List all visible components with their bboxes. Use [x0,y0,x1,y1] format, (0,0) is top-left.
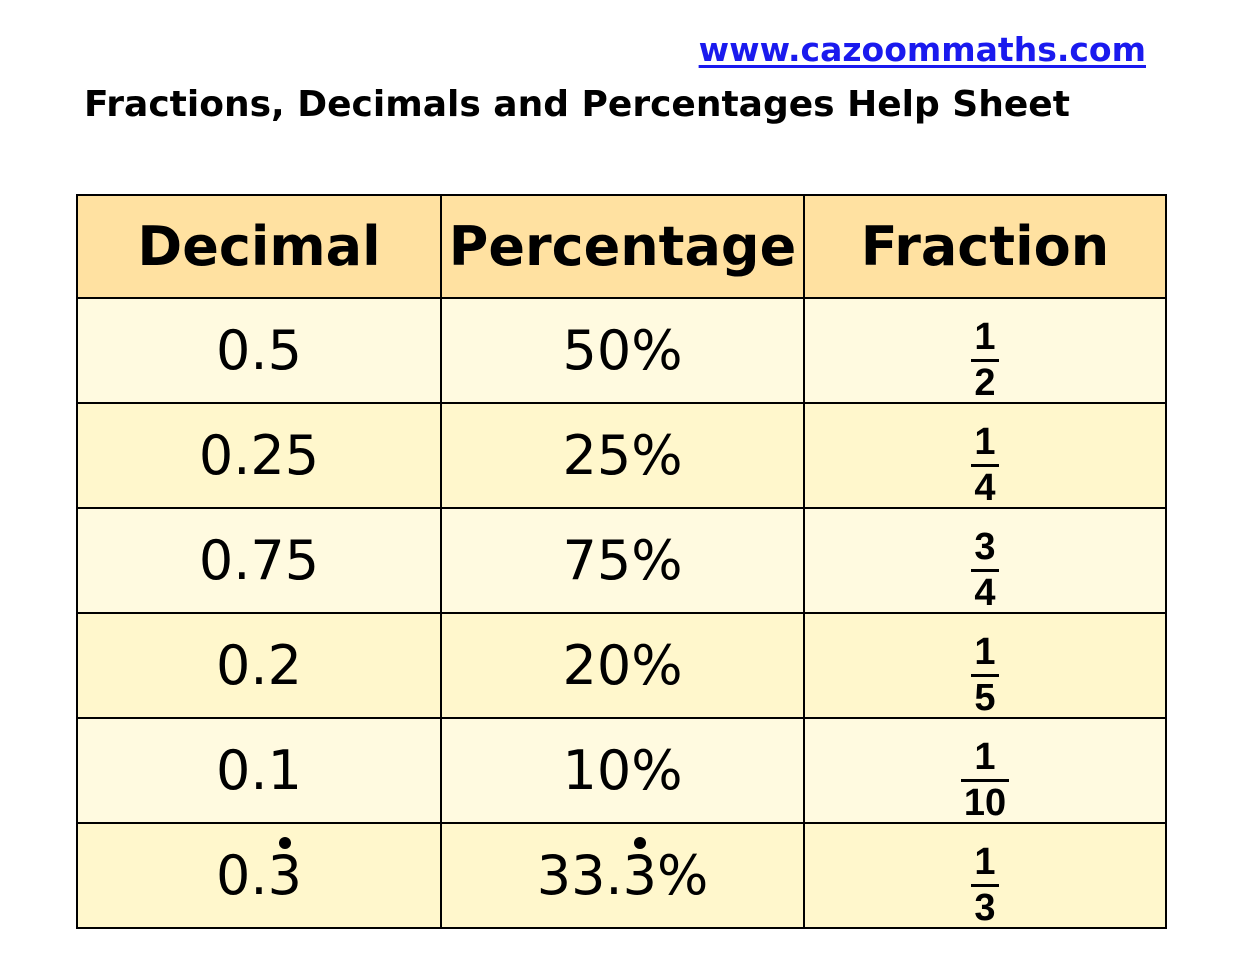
table-row: 0.75 75% 3 4 [76,507,1167,614]
fraction: 3 4 [971,526,999,614]
table-row: 0.5 50% 1 2 [76,297,1167,404]
column-header-decimal: Decimal [76,194,442,299]
fraction-numerator: 1 [974,316,996,358]
recurring-dot [278,837,291,849]
website-link[interactable]: www.cazoommaths.com [698,30,1146,69]
fraction-cell: 1 3 [803,822,1167,929]
table-header-row: Decimal Percentage Fraction [76,194,1167,299]
percentage-whole-part: 33. [536,844,623,907]
decimal-cell: 0.5 [76,297,442,404]
conversion-table: Decimal Percentage Fraction 0.5 50% 1 2 … [76,194,1167,929]
percentage-cell: 20% [440,612,805,719]
fraction-numerator: 3 [974,526,996,568]
fraction-bar [971,674,999,677]
decimal-cell: 0.1 [76,717,442,824]
fraction-denominator: 4 [974,467,996,509]
fraction-cell: 1 5 [803,612,1167,719]
fraction-denominator: 5 [974,677,996,719]
table-row: 0.2 20% 1 5 [76,612,1167,719]
fraction-cell: 3 4 [803,507,1167,614]
fraction-cell: 1 10 [803,717,1167,824]
recurring-dot [633,837,646,849]
decimal-cell: 0. 3 [76,822,442,929]
recurring-digit: 3 [267,837,302,907]
percentage-cell: 50% [440,297,805,404]
percent-sign: % [656,844,709,907]
fraction-numerator: 1 [974,421,996,463]
fraction: 1 10 [960,736,1010,824]
table-row: 0.1 10% 1 10 [76,717,1167,824]
fraction-bar [960,779,1010,782]
fraction-numerator: 1 [974,841,996,883]
decimal-cell: 0.2 [76,612,442,719]
column-header-percentage: Percentage [440,194,805,299]
fraction-numerator: 1 [974,631,996,673]
fraction-bar [971,569,999,572]
fraction: 1 3 [971,841,999,929]
fraction-bar [971,359,999,362]
fraction-bar [971,464,999,467]
column-header-fraction: Fraction [803,194,1167,299]
percentage-cell: 75% [440,507,805,614]
recurring-digit-text: 3 [267,844,302,907]
fraction: 1 2 [971,316,999,404]
fraction-denominator: 3 [974,887,996,929]
fraction-cell: 1 4 [803,402,1167,509]
fraction-denominator: 2 [974,362,996,404]
fraction: 1 5 [971,631,999,719]
percentage-cell: 33. 3% [440,822,805,929]
fraction-numerator: 1 [974,736,996,778]
fraction-bar [971,884,999,887]
decimal-cell: 0.25 [76,402,442,509]
percentage-cell: 10% [440,717,805,824]
recurring-digit: 3 [622,837,657,907]
fraction-cell: 1 2 [803,297,1167,404]
table-row: 0.25 25% 1 4 [76,402,1167,509]
recurring-digit-text: 3 [622,844,657,907]
page-title: Fractions, Decimals and Percentages Help… [84,84,1070,125]
table-row: 0. 3 33. 3% 1 3 [76,822,1167,929]
fraction-denominator: 10 [963,782,1007,824]
fraction: 1 4 [971,421,999,509]
fraction-denominator: 4 [974,572,996,614]
decimal-cell: 0.75 [76,507,442,614]
decimal-whole-part: 0. [216,844,268,907]
percentage-cell: 25% [440,402,805,509]
